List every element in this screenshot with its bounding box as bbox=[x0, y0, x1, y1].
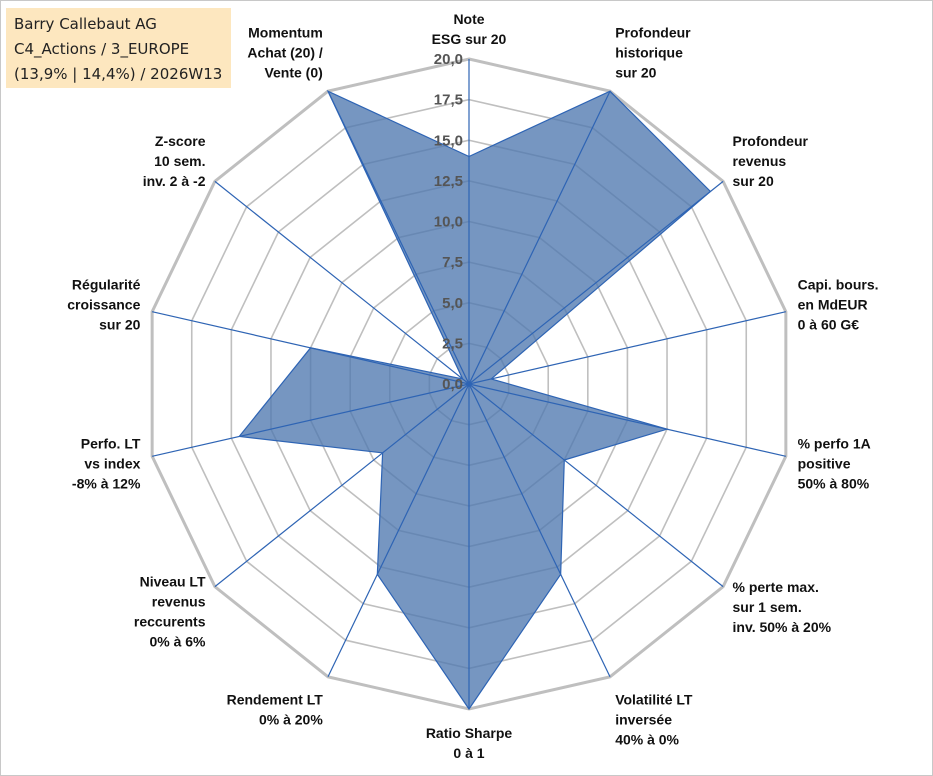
axis-label-1: Profondeur historique sur 20 bbox=[615, 24, 691, 80]
axis-label-line: revenus bbox=[733, 153, 787, 169]
axis-label-line: % perte max. bbox=[733, 579, 819, 595]
axis-label-line: sur 20 bbox=[99, 316, 140, 332]
axis-label-0: Note ESG sur 20 bbox=[432, 11, 507, 47]
axis-label-13: Momentum Achat (20) / Vente (0) bbox=[247, 24, 323, 80]
info-box: Barry Callebaut AG C4_Actions / 3_EUROPE… bbox=[6, 8, 231, 88]
axis-label-line: Capi. bours. bbox=[798, 276, 879, 292]
axis-label-line: 40% à 0% bbox=[615, 732, 679, 748]
axis-label-line: -8% à 12% bbox=[72, 476, 141, 492]
tick-label: 7,5 bbox=[442, 254, 463, 271]
axis-label-line: Rendement LT bbox=[227, 692, 324, 708]
axis-label-line: 0% à 20% bbox=[259, 712, 323, 728]
spoke-6 bbox=[468, 383, 611, 678]
tick-label: 2,5 bbox=[442, 335, 463, 352]
axis-label-line: Régularité bbox=[72, 276, 141, 292]
axis-label-line: 10 sem. bbox=[154, 153, 205, 169]
axis-label-line: 0% à 6% bbox=[149, 634, 206, 650]
company-name: Barry Callebaut AG bbox=[14, 15, 157, 33]
series-area bbox=[238, 89, 712, 711]
spoke-12 bbox=[214, 180, 470, 385]
spoke-10 bbox=[151, 383, 470, 457]
axis-label-line: Profondeur bbox=[733, 133, 809, 149]
radar-series bbox=[238, 89, 712, 711]
radar-spokes bbox=[151, 59, 787, 709]
axis-label-6: Volatilité LT inversée 40% à 0% bbox=[615, 692, 693, 748]
period-label: (13,9% | 14,4%) / 2026W13 bbox=[14, 65, 223, 83]
axis-label-line: Volatilité LT bbox=[615, 692, 693, 708]
tick-label: 5,0 bbox=[442, 295, 463, 312]
axis-label-line: Perfo. LT bbox=[81, 436, 141, 452]
axis-label-line: Profondeur bbox=[615, 24, 691, 40]
tick-label: 12,5 bbox=[434, 173, 463, 190]
axis-label-8: Rendement LT 0% à 20% bbox=[227, 692, 324, 728]
spoke-9 bbox=[214, 383, 470, 588]
axis-label-line: Momentum bbox=[248, 24, 323, 40]
axis-label-line: croissance bbox=[67, 296, 140, 312]
axis-label-4: % perfo 1A positive 50% à 80% bbox=[798, 436, 871, 492]
axis-label-line: historique bbox=[615, 44, 683, 60]
axis-label-line: revenus bbox=[152, 594, 206, 610]
axis-label-line: 50% à 80% bbox=[798, 476, 870, 492]
axis-label-line: reccurents bbox=[134, 614, 206, 630]
axis-label-line: inversée bbox=[615, 712, 672, 728]
axis-label-line: Achat (20) / bbox=[247, 44, 323, 60]
spoke-5 bbox=[468, 383, 724, 588]
spoke-13 bbox=[327, 90, 470, 385]
axis-label-3: Capi. bours. en MdEUR 0 à 60 G€ bbox=[798, 276, 879, 332]
axis-label-9: Niveau LT revenus reccurents 0% à 6% bbox=[134, 574, 206, 650]
axis-label-line: Niveau LT bbox=[140, 574, 206, 590]
axis-label-12: Z-score 10 sem. inv. 2 à -2 bbox=[143, 133, 206, 189]
axis-label-line: Vente (0) bbox=[264, 64, 322, 80]
tick-label: 10,0 bbox=[434, 214, 463, 231]
spoke-8 bbox=[327, 383, 470, 678]
axis-label-line: sur 20 bbox=[615, 64, 656, 80]
spoke-11 bbox=[151, 311, 470, 385]
axis-label-5: % perte max. sur 1 sem. inv. 50% à 20% bbox=[733, 579, 832, 635]
axis-label-line: 0 à 1 bbox=[453, 745, 484, 761]
axis-label-2: Profondeur revenus sur 20 bbox=[733, 133, 809, 189]
spoke-1 bbox=[468, 90, 611, 385]
axis-label-7: Ratio Sharpe 0 à 1 bbox=[426, 725, 513, 761]
radial-tick-labels: 0,0 2,5 5,0 7,5 10,0 12,5 15,0 17,5 20,0 bbox=[434, 51, 463, 393]
tick-label: 20,0 bbox=[434, 51, 463, 68]
axis-label-line: en MdEUR bbox=[798, 296, 868, 312]
spoke-2 bbox=[468, 180, 724, 385]
axis-label-line: inv. 2 à -2 bbox=[143, 173, 206, 189]
axis-label-line: inv. 50% à 20% bbox=[733, 619, 832, 635]
axis-label-line: % perfo 1A bbox=[798, 436, 871, 452]
axis-label-line: 0 à 60 G€ bbox=[798, 316, 860, 332]
axis-labels: Note ESG sur 20 Profondeur historique sur 20… bbox=[67, 11, 878, 761]
axis-label-line: Z-score bbox=[155, 133, 206, 149]
category-label: C4_Actions / 3_EUROPE bbox=[14, 40, 190, 58]
axis-label-line: Ratio Sharpe bbox=[426, 725, 513, 741]
axis-label-line: sur 20 bbox=[733, 173, 774, 189]
axis-label-line: positive bbox=[798, 456, 851, 472]
axis-label-11: Régularité croissance sur 20 bbox=[67, 276, 140, 332]
spoke-4 bbox=[468, 383, 787, 457]
axis-label-line: sur 1 sem. bbox=[733, 599, 802, 615]
axis-label-10: Perfo. LT vs index -8% à 12% bbox=[72, 436, 141, 492]
tick-label: 15,0 bbox=[434, 132, 463, 149]
tick-label: 17,5 bbox=[434, 92, 463, 109]
axis-label-line: vs index bbox=[84, 456, 140, 472]
axis-label-line: ESG sur 20 bbox=[432, 31, 507, 47]
spoke-3 bbox=[468, 311, 787, 385]
axis-label-line: Note bbox=[453, 11, 484, 27]
tick-label: 0,0 bbox=[442, 376, 463, 393]
